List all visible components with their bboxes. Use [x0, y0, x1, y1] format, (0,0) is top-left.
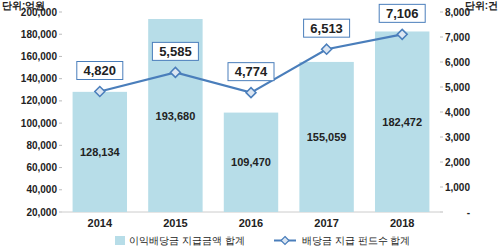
- y-tick-label: 60,000: [26, 162, 57, 173]
- y2-tick-label: -: [467, 207, 470, 218]
- bar: [224, 113, 278, 212]
- y2-tick-label: 3,000: [445, 132, 470, 143]
- x-tick-label: 2018: [390, 217, 414, 229]
- legend-label: 배당금 지급 펀드수 합계: [302, 235, 410, 246]
- y-tick: [59, 12, 62, 13]
- y2-tick: [440, 137, 443, 138]
- y-tick-label: 100,000: [21, 118, 58, 129]
- y-tick-label: 120,000: [21, 95, 58, 106]
- bar: [299, 62, 353, 212]
- y-tick: [59, 167, 62, 168]
- bar: [148, 19, 202, 212]
- legend-label: 이익배당금 지급금액 합계: [129, 235, 245, 246]
- y-tick-label: 140,000: [21, 73, 58, 84]
- line-label: 6,513: [310, 21, 343, 36]
- x-tick-label: 2016: [239, 217, 263, 229]
- bar-label: 193,680: [156, 110, 196, 122]
- y2-tick: [440, 12, 443, 13]
- y2-axis-label: 단위:건: [465, 0, 498, 11]
- x-tick-label: 2015: [163, 217, 187, 229]
- line-label: 4,774: [235, 64, 268, 79]
- bar-label: 128,134: [80, 146, 121, 158]
- y-tick-label: 180,000: [21, 29, 58, 40]
- line-label: 4,820: [84, 63, 117, 78]
- marker: [95, 87, 105, 97]
- marker: [322, 44, 332, 54]
- y-tick: [59, 123, 62, 124]
- y2-tick: [440, 187, 443, 188]
- y-tick: [59, 189, 62, 190]
- y-tick: [59, 56, 62, 57]
- y-tick: [59, 100, 62, 101]
- y-tick-label: 80,000: [26, 140, 57, 151]
- marker: [170, 67, 180, 77]
- y-tick-label: 160,000: [21, 51, 58, 62]
- line-label-box: [228, 63, 274, 81]
- bar: [375, 31, 429, 212]
- y2-tick-label: 4,000: [445, 107, 470, 118]
- line-label-box: [152, 42, 198, 60]
- line-label: 5,585: [159, 44, 192, 59]
- y2-tick-label: 6,000: [445, 57, 470, 68]
- y-tick: [59, 34, 62, 35]
- y2-tick: [440, 87, 443, 88]
- line-label-box: [379, 4, 425, 22]
- y-tick: [59, 212, 62, 213]
- legend: 이익배당금 지급금액 합계 배당금 지급 펀드수 합계: [115, 235, 410, 246]
- data-labels: 128,134 193,680 109,470 155,059 182,472 4,820…: [77, 4, 425, 168]
- line-label: 7,106: [386, 6, 419, 21]
- bar-label: 182,472: [382, 116, 422, 128]
- marker: [246, 88, 256, 98]
- x-tick-label: 2014: [88, 217, 113, 229]
- y-axis-label: 단위:억원: [2, 0, 45, 11]
- line-label-box: [304, 19, 350, 37]
- y2-tick: [440, 212, 443, 213]
- legend-marker: [281, 237, 289, 245]
- y2-tick-label: 7,000: [445, 32, 470, 43]
- y2-tick-label: 2,000: [445, 157, 470, 168]
- line: [100, 34, 402, 92]
- line-label-box: [77, 62, 123, 80]
- legend-swatch: [115, 236, 125, 245]
- y2-tick: [440, 37, 443, 38]
- y2-tick-label: 5,000: [445, 82, 470, 93]
- bar-label: 109,470: [231, 156, 271, 168]
- bar-label: 155,059: [307, 131, 347, 143]
- plot-area: [73, 19, 430, 212]
- y-tick-label: 20,000: [26, 207, 57, 218]
- marker: [397, 29, 407, 39]
- y2-tick-label: 1,000: [445, 182, 470, 193]
- x-tick-label: 2017: [314, 217, 338, 229]
- y2-tick: [440, 162, 443, 163]
- y2-tick: [440, 112, 443, 113]
- y-tick: [59, 145, 62, 146]
- bar: [73, 92, 127, 212]
- y2-tick: [440, 62, 443, 63]
- y-tick-label: 40,000: [26, 184, 57, 195]
- y-tick: [59, 78, 62, 79]
- chart: 20,000 40,000 60,000 80,000 100,000 120,000 14…: [0, 0, 500, 250]
